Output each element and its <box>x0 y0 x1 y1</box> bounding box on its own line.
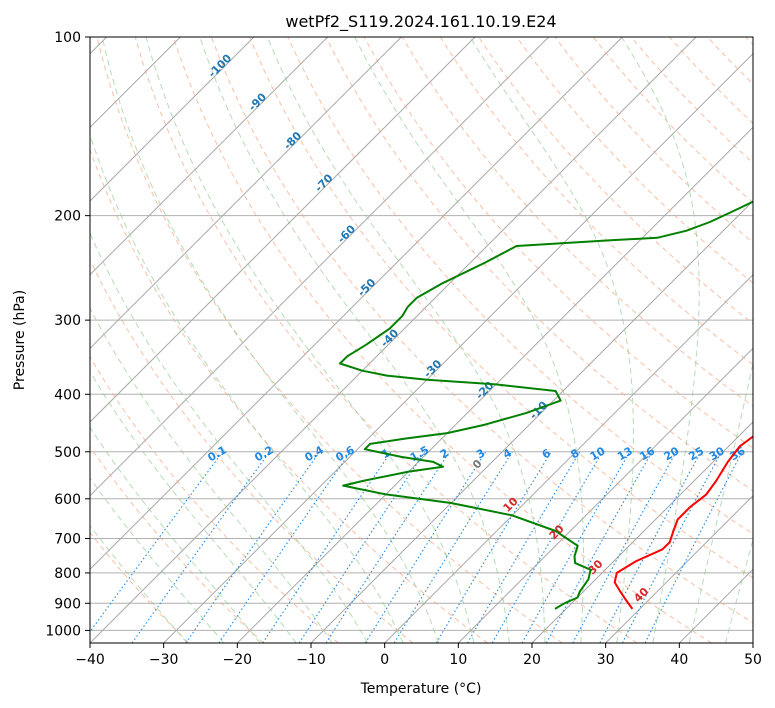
dry-adiabat-line <box>90 355 339 643</box>
x-tick-label: −40 <box>75 652 105 668</box>
y-tick-label: 300 <box>54 313 81 329</box>
y-tick-label: 800 <box>54 566 81 582</box>
dry-adiabat-line <box>516 37 753 284</box>
moist-adiabat-line <box>90 426 261 643</box>
x-tick-label: 20 <box>523 652 541 668</box>
dry-adiabat-line <box>287 37 753 535</box>
isotherm-gridline <box>531 421 753 643</box>
isotherm-gridline <box>90 37 255 202</box>
x-axis-label: Temperature (°C) <box>360 681 482 697</box>
x-tick-label: −30 <box>149 652 179 668</box>
dry-adiabat-line <box>134 37 638 643</box>
moist-adiabat-line <box>90 370 297 643</box>
isotherm-gridline <box>384 273 753 643</box>
isotherm-gridline <box>90 37 697 643</box>
moist-adiabat-line <box>90 524 188 643</box>
moist-adiabat-line <box>101 37 439 643</box>
moist-adiabat-line <box>621 37 700 643</box>
dry-adiabat-line <box>96 37 563 643</box>
dewpoint-profile-line <box>339 200 753 610</box>
moist-adiabat-line <box>145 37 475 643</box>
x-tick-label: 50 <box>744 652 762 668</box>
isotherm-gridline <box>236 126 753 643</box>
chart-title: wetPf2_S119.2024.161.10.19.E24 <box>285 12 556 32</box>
y-tick-label: 1000 <box>45 623 81 639</box>
x-tick-label: −20 <box>223 652 253 668</box>
mixing-ratio-line <box>185 451 321 643</box>
dry-adiabat-line <box>249 37 753 579</box>
mixing-ratio-line <box>599 451 702 643</box>
moist-adiabat-line <box>90 307 333 643</box>
x-tick-label: 0 <box>380 652 389 668</box>
y-tick-label: 500 <box>54 445 81 461</box>
dry-adiabat-line <box>211 37 753 624</box>
mixing-ratio-line <box>572 451 677 643</box>
dry-adiabat-line <box>172 37 712 643</box>
moist-adiabat-line <box>267 37 546 643</box>
isotherm-gridline <box>90 37 476 423</box>
mixing-ratio-line <box>435 451 552 643</box>
moist-adiabat-line <box>725 537 753 643</box>
moist-adiabat-line <box>90 231 369 643</box>
y-tick-label: 400 <box>54 387 81 403</box>
mixing-ratio-line <box>262 451 392 643</box>
isotherm-gridline <box>90 37 329 276</box>
x-tick-label: −10 <box>296 652 326 668</box>
y-tick-label: 700 <box>54 532 81 548</box>
temperature-profile-line <box>613 435 753 610</box>
isotherm-gridline <box>90 37 623 571</box>
isotherm-gridline <box>605 494 753 643</box>
plot-frame <box>89 36 754 644</box>
x-tick-label: 40 <box>670 652 688 668</box>
mixing-ratio-line <box>325 451 451 643</box>
y-tick-label: 900 <box>54 596 81 612</box>
moist-adiabat-line <box>90 133 404 643</box>
moist-adiabat-line <box>469 37 634 643</box>
mixing-ratio-line <box>131 451 271 643</box>
moist-adiabat-line <box>688 361 753 643</box>
moist-adiabat-line <box>199 37 510 643</box>
mixing-ratio-line <box>521 451 631 643</box>
x-tick-label: 30 <box>597 652 615 668</box>
isotherm-gridline <box>457 347 753 643</box>
y-axis-label: Pressure (hPa) <box>12 290 28 390</box>
moist-adiabat-line <box>354 37 584 643</box>
dry-adiabat-line <box>90 445 264 643</box>
mixing-ratio-line <box>90 451 224 633</box>
y-tick-label: 100 <box>54 30 81 46</box>
isotherm-gridline <box>90 37 402 350</box>
mixing-ratio-line <box>545 451 653 643</box>
y-tick-label: 200 <box>54 209 81 225</box>
axes: −40 −30 −20 −10 0 10 20 30 40 50 100 200 300 400 500 60… <box>45 30 762 668</box>
mixing-ratio-line <box>644 451 743 643</box>
dry-adiabat-line <box>90 148 488 643</box>
y-tick-label: 600 <box>54 492 81 508</box>
mixing-ratio-line <box>364 451 487 643</box>
isotherm-gridline <box>163 52 753 643</box>
isotherm-gridline <box>90 37 550 497</box>
dry-adiabat-line <box>439 37 753 366</box>
dry-adiabat-line <box>90 258 414 643</box>
mixing-ratio-line <box>218 451 351 643</box>
dry-adiabat-line <box>90 531 190 643</box>
x-tick-label: 10 <box>449 652 467 668</box>
dry-adiabat-line <box>401 37 753 407</box>
moist-adiabat-line <box>90 477 225 643</box>
